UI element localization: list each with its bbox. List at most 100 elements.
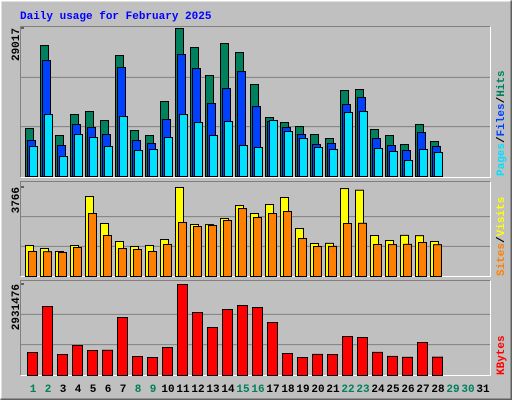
bar bbox=[342, 336, 353, 377]
bar bbox=[43, 251, 52, 277]
bar bbox=[193, 226, 202, 277]
bar bbox=[357, 337, 368, 377]
bar bbox=[44, 114, 53, 178]
legend-separator: / bbox=[496, 96, 508, 103]
x-tick-label: 15 bbox=[236, 384, 250, 396]
bar bbox=[118, 248, 127, 277]
bar bbox=[402, 356, 413, 377]
bar bbox=[329, 149, 338, 178]
bar bbox=[58, 252, 67, 278]
bar bbox=[269, 120, 278, 178]
bar bbox=[432, 356, 443, 377]
bar bbox=[359, 111, 368, 177]
x-tick-label: 11 bbox=[176, 384, 190, 396]
bar bbox=[223, 220, 232, 277]
bar bbox=[29, 146, 38, 178]
bar bbox=[312, 353, 323, 376]
x-tick-label: 1 bbox=[30, 384, 37, 396]
bar bbox=[104, 146, 113, 178]
bar bbox=[134, 150, 143, 177]
bar bbox=[162, 346, 173, 376]
bar bbox=[389, 151, 398, 177]
bar bbox=[267, 322, 278, 376]
bar bbox=[222, 309, 233, 376]
bar bbox=[313, 246, 322, 278]
bar bbox=[253, 217, 262, 277]
bar bbox=[103, 235, 112, 277]
legend-entry: Sites bbox=[496, 243, 508, 276]
bar bbox=[133, 249, 142, 278]
y-max-label: 2931476 bbox=[11, 284, 23, 330]
panel-edge-dark bbox=[20, 280, 491, 376]
bar bbox=[418, 242, 427, 277]
bar bbox=[132, 356, 143, 376]
bar bbox=[42, 306, 53, 377]
bar bbox=[344, 112, 353, 177]
x-tick-label: 2 bbox=[45, 384, 52, 396]
bar bbox=[254, 147, 263, 177]
bar bbox=[314, 147, 323, 177]
bar bbox=[27, 352, 38, 377]
x-tick-label: 30 bbox=[461, 384, 474, 396]
legend-entry: Files bbox=[496, 103, 508, 136]
bar bbox=[433, 244, 442, 278]
x-tick-label: 14 bbox=[221, 384, 235, 396]
legend-entry: Hits bbox=[496, 70, 508, 96]
bar bbox=[252, 307, 263, 377]
bar bbox=[284, 131, 293, 178]
bar bbox=[404, 160, 413, 177]
x-tick-label: 25 bbox=[386, 384, 400, 396]
legend: Pages/Files/Hits bbox=[496, 70, 508, 176]
bar bbox=[119, 116, 128, 177]
x-tick-label: 5 bbox=[90, 384, 97, 396]
bar bbox=[327, 354, 338, 377]
x-tick-label: 8 bbox=[135, 384, 142, 396]
legend-entry: KBytes bbox=[496, 335, 508, 375]
bar bbox=[239, 145, 248, 177]
bar bbox=[299, 138, 308, 177]
y-max-label: 3766 bbox=[11, 187, 23, 213]
bar bbox=[28, 250, 37, 277]
legend: Sites/Visits bbox=[496, 197, 508, 276]
bar bbox=[87, 350, 98, 377]
bar bbox=[89, 137, 98, 178]
bar bbox=[192, 312, 203, 376]
bar bbox=[343, 223, 352, 277]
x-tick-label: 7 bbox=[120, 384, 127, 396]
bar bbox=[403, 243, 412, 278]
bar bbox=[372, 351, 383, 376]
x-tick-label: 31 bbox=[476, 384, 490, 396]
x-tick-label: 3 bbox=[60, 384, 67, 396]
bar bbox=[194, 122, 203, 177]
bar bbox=[298, 238, 307, 277]
bar bbox=[147, 357, 158, 376]
bar bbox=[73, 247, 82, 277]
bar bbox=[164, 137, 173, 178]
bar bbox=[207, 327, 218, 376]
panel-edge-dark bbox=[20, 181, 491, 277]
x-tick-label: 4 bbox=[75, 384, 82, 396]
x-tick-label: 17 bbox=[266, 384, 279, 396]
x-tick-label: 27 bbox=[416, 384, 429, 396]
bar bbox=[209, 135, 218, 177]
bar bbox=[224, 121, 233, 177]
x-tick-label: 10 bbox=[161, 384, 174, 396]
x-tick-label: 26 bbox=[401, 384, 414, 396]
bar bbox=[59, 156, 68, 178]
x-tick-label: 13 bbox=[206, 384, 220, 396]
bar bbox=[417, 342, 428, 377]
x-tick-label: 9 bbox=[150, 384, 157, 396]
bar bbox=[179, 114, 188, 178]
y-max-label: 29017 bbox=[11, 28, 23, 61]
x-tick-label: 21 bbox=[326, 384, 340, 396]
x-tick-label: 28 bbox=[431, 384, 445, 396]
bar bbox=[328, 245, 337, 278]
bar bbox=[163, 244, 172, 277]
bar bbox=[74, 134, 83, 178]
bar bbox=[117, 317, 128, 376]
x-tick-label: 22 bbox=[341, 384, 354, 396]
bar bbox=[374, 148, 383, 177]
